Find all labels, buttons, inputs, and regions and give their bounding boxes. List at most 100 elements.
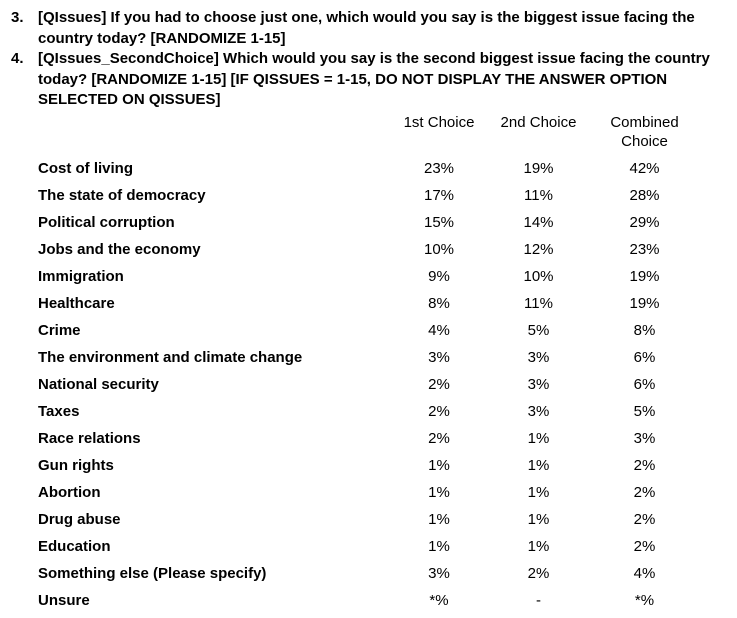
first-choice-value: 15% [423, 213, 455, 231]
first-choice-value: 4% [428, 321, 450, 339]
question-number: 3. [11, 9, 24, 26]
results-table: 1st Choice 2nd Choice Combined Choice Co… [0, 113, 700, 618]
issue-label: Immigration [38, 267, 124, 285]
second-choice-value: 3% [527, 348, 550, 366]
table-row: National security 2% 3% 6% [0, 375, 700, 402]
combined-choice-value: 42% [629, 159, 660, 177]
combined-choice-value: 23% [629, 240, 660, 258]
column-header-combined-choice: Combined Choice [589, 113, 700, 159]
combined-choice-value: 19% [629, 294, 660, 312]
second-choice-value: 3% [527, 375, 550, 393]
table-row: Taxes 2% 3% 5% [0, 402, 700, 429]
second-choice-value: - [536, 591, 541, 609]
combined-choice-value: 2% [633, 483, 656, 501]
issue-label: Crime [38, 321, 81, 339]
table-row: Cost of living 23% 19% 42% [0, 159, 700, 186]
combined-choice-value: 28% [629, 186, 660, 204]
table-row: Gun rights 1% 1% 2% [0, 456, 700, 483]
combined-choice-value: *% [634, 591, 655, 609]
second-choice-value: 11% [524, 186, 553, 204]
question-number: 4. [11, 50, 24, 67]
second-choice-value: 11% [524, 294, 553, 312]
table-row: Healthcare 8% 11% 19% [0, 294, 700, 321]
issue-label: National security [38, 375, 159, 393]
second-choice-value: 14% [523, 213, 554, 231]
first-choice-value: 1% [428, 483, 450, 501]
second-choice-value: 5% [527, 321, 550, 339]
table-row: Abortion 1% 1% 2% [0, 483, 700, 510]
issue-label: The environment and climate change [38, 348, 303, 366]
issue-label: The state of democracy [38, 186, 206, 204]
combined-choice-value: 6% [633, 375, 656, 393]
question-text: [QIssues_SecondChoice] Which would you s… [38, 50, 710, 108]
table-row: Jobs and the economy 10% 12% 23% [0, 240, 700, 267]
combined-choice-value: 4% [633, 564, 656, 582]
first-choice-value: 2% [428, 375, 450, 393]
combined-choice-value: 2% [633, 510, 656, 528]
issue-label: Healthcare [38, 294, 115, 312]
first-choice-value: 1% [428, 456, 450, 474]
table-row: Political corruption 15% 14% 29% [0, 213, 700, 240]
table-row: The environment and climate change 3% 3% 6% [0, 348, 700, 375]
question-list: 3. [QIssues] If you had to choose just o… [0, 0, 737, 111]
combined-choice-value: 8% [633, 321, 656, 339]
second-choice-value: 3% [527, 402, 550, 420]
first-choice-value: 1% [428, 510, 450, 528]
second-choice-value: 1% [527, 510, 550, 528]
second-choice-value: 1% [527, 456, 550, 474]
column-header-second-choice: 2nd Choice [500, 113, 577, 131]
issue-label: Cost of living [38, 159, 133, 177]
first-choice-value: 23% [423, 159, 455, 177]
first-choice-value: 17% [423, 186, 455, 204]
combined-choice-value: 5% [633, 402, 656, 420]
combined-choice-header-label: Combined Choice [610, 113, 679, 150]
table-row: The state of democracy 17% 11% 28% [0, 186, 700, 213]
issue-label: Drug abuse [38, 510, 121, 528]
table-row: Education 1% 1% 2% [0, 537, 700, 564]
issue-label: Gun rights [38, 456, 114, 474]
column-header-first-choice: 1st Choice [403, 113, 475, 131]
second-choice-value: 19% [523, 159, 554, 177]
first-choice-value: 3% [428, 564, 450, 582]
combined-choice-value: 6% [633, 348, 656, 366]
issue-label: Race relations [38, 429, 141, 447]
question-text: [QIssues] If you had to choose just one,… [38, 9, 695, 47]
combined-choice-value: 2% [633, 537, 656, 555]
table-row: Unsure *% - *% [0, 591, 700, 618]
first-choice-value: 8% [428, 294, 450, 312]
first-choice-value: 10% [423, 240, 455, 258]
first-choice-value: 2% [428, 429, 450, 447]
combined-choice-value: 29% [629, 213, 660, 231]
table-row: Something else (Please specify) 3% 2% 4% [0, 564, 700, 591]
second-choice-value: 12% [523, 240, 554, 258]
table-row: Drug abuse 1% 1% 2% [0, 510, 700, 537]
issue-label: Abortion [38, 483, 101, 501]
issue-label: Education [38, 537, 111, 555]
issue-label: Jobs and the economy [38, 240, 201, 258]
table-row: Crime 4% 5% 8% [0, 321, 700, 348]
question-3: 3. [QIssues] If you had to choose just o… [11, 8, 737, 49]
second-choice-value: 10% [523, 267, 554, 285]
first-choice-value: 2% [428, 402, 450, 420]
issue-label: Unsure [38, 591, 90, 609]
question-4: 4. [QIssues_SecondChoice] Which would yo… [11, 49, 737, 111]
table-row: Race relations 2% 1% 3% [0, 429, 700, 456]
second-choice-value: 2% [527, 564, 550, 582]
combined-choice-value: 2% [633, 456, 656, 474]
first-choice-value: *% [429, 591, 449, 609]
first-choice-value: 3% [428, 348, 450, 366]
header-row: 1st Choice 2nd Choice Combined Choice [0, 113, 700, 159]
issue-label: Taxes [38, 402, 80, 420]
combined-choice-value: 3% [633, 429, 656, 447]
first-choice-value: 9% [428, 267, 450, 285]
issue-label: Political corruption [38, 213, 175, 231]
first-choice-value: 1% [428, 537, 450, 555]
issue-label: Something else (Please specify) [38, 564, 267, 582]
combined-choice-value: 19% [629, 267, 660, 285]
empty-header-cell [0, 113, 390, 159]
second-choice-value: 1% [527, 429, 550, 447]
table-row: Immigration 9% 10% 19% [0, 267, 700, 294]
second-choice-value: 1% [527, 483, 550, 501]
second-choice-value: 1% [527, 537, 550, 555]
